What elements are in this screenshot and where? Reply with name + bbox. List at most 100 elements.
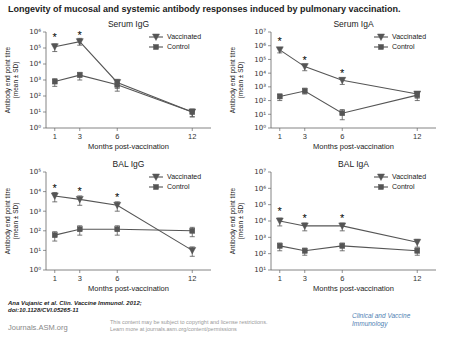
x-tick-label: 12	[413, 132, 421, 141]
y-tick-label: 10³	[29, 208, 41, 216]
point	[414, 239, 421, 246]
plot-area	[276, 218, 421, 255]
error-bar-cap	[340, 230, 345, 231]
error-bar-cap	[190, 236, 195, 237]
y-tick-label: 10⁷	[254, 168, 266, 176]
x-tick	[342, 270, 343, 273]
y-tick	[43, 230, 46, 231]
error-bar-cap	[115, 81, 120, 82]
panel: Serum IgG10⁰10¹10²10³10⁴10⁵10⁶13612Month…	[4, 19, 211, 151]
x-axis-line	[46, 270, 211, 271]
error-bar-cap	[340, 119, 345, 120]
error-bar-cap	[52, 86, 57, 87]
y-tick	[268, 86, 271, 87]
error-bar	[302, 88, 307, 94]
error-bar-cap	[302, 230, 307, 231]
error-bar-cap	[302, 255, 307, 256]
y-tick-label: 10⁶	[254, 42, 266, 50]
series-line	[55, 229, 193, 235]
y-tick	[43, 96, 46, 97]
point	[414, 91, 421, 98]
y-tick	[268, 114, 271, 115]
error-bar	[340, 243, 345, 251]
x-tick	[417, 128, 418, 131]
footer-text: Journals.ASM.org	[8, 323, 68, 332]
annotation: *	[340, 212, 345, 224]
x-tick-label: 1	[53, 132, 57, 141]
point	[276, 218, 283, 225]
point	[302, 88, 307, 93]
point	[115, 227, 120, 232]
x-tick	[417, 270, 418, 273]
point	[302, 248, 307, 253]
y-tick	[268, 253, 271, 254]
y-tick-label: 10⁵	[254, 56, 266, 64]
y-tick	[268, 204, 271, 205]
panel-title: Serum IgA	[333, 19, 373, 29]
plot-area	[276, 47, 421, 120]
y-tick-label: 10¹	[29, 108, 41, 116]
x-tick	[279, 270, 280, 273]
y-tick-label: 10⁴	[29, 60, 41, 68]
series-line	[280, 50, 418, 94]
point	[340, 243, 345, 248]
error-bar-cap	[52, 51, 57, 52]
panel-title: BAL IgG	[113, 159, 145, 169]
error-bar-cap	[415, 100, 420, 101]
error-bar	[115, 82, 120, 92]
y-tick	[43, 172, 46, 173]
y-axis-line	[271, 172, 272, 270]
y-tick-label: 10⁵	[254, 201, 266, 209]
y-tick	[43, 48, 46, 49]
x-tick-label: 6	[340, 132, 344, 141]
annotation: *	[278, 35, 283, 47]
point	[77, 73, 82, 78]
footer-text: Learn more at journals.asm.org/content/p…	[110, 326, 237, 332]
x-tick-label: 3	[303, 274, 307, 283]
panel-title: BAL IgA	[338, 159, 369, 169]
error-bar	[115, 226, 120, 235]
x-tick	[54, 270, 55, 273]
y-tick	[43, 128, 46, 129]
error-bar	[340, 110, 345, 120]
annotation: *	[303, 212, 308, 224]
series-line	[55, 196, 193, 250]
y-tick	[43, 211, 46, 212]
error-bar	[115, 79, 120, 88]
footer-text: This content may be subject to copyright…	[110, 319, 268, 325]
x-tick-label: 6	[115, 132, 119, 141]
y-tick-label: 10⁴	[29, 188, 41, 196]
error-bar	[190, 109, 195, 117]
error-bar	[190, 109, 195, 117]
y-tick-label: 10⁶	[254, 185, 266, 193]
point	[276, 47, 283, 54]
legend-label: Vaccinated	[167, 173, 201, 180]
error-bar	[277, 243, 282, 251]
y-tick	[268, 221, 271, 222]
x-tick-label: 3	[78, 132, 82, 141]
point	[115, 82, 120, 87]
x-tick	[54, 128, 55, 131]
y-tick	[268, 100, 271, 101]
error-bar-cap	[340, 109, 345, 110]
point	[52, 233, 57, 238]
series-line	[55, 75, 193, 112]
point	[415, 248, 420, 253]
annotation: *	[53, 182, 58, 194]
legend-label: Control	[392, 43, 415, 50]
y-tick-label: 10⁰	[254, 124, 266, 132]
error-bar-cap	[52, 241, 57, 242]
legend-marker	[153, 34, 160, 41]
error-bar	[190, 227, 195, 236]
x-tick	[192, 270, 193, 273]
panel: BAL IgG10⁰10¹10²10³10⁴10⁵13612Months pos…	[4, 159, 211, 293]
footer-text: Clinical and Vaccine	[352, 312, 411, 319]
y-axis-line	[271, 32, 272, 128]
point	[77, 227, 82, 232]
y-tick	[43, 64, 46, 65]
x-axis-label: Months post-vaccination	[88, 142, 169, 151]
x-tick	[304, 128, 305, 131]
legend-marker	[378, 34, 385, 41]
x-tick-label: 3	[78, 274, 82, 283]
error-bar	[415, 92, 420, 100]
